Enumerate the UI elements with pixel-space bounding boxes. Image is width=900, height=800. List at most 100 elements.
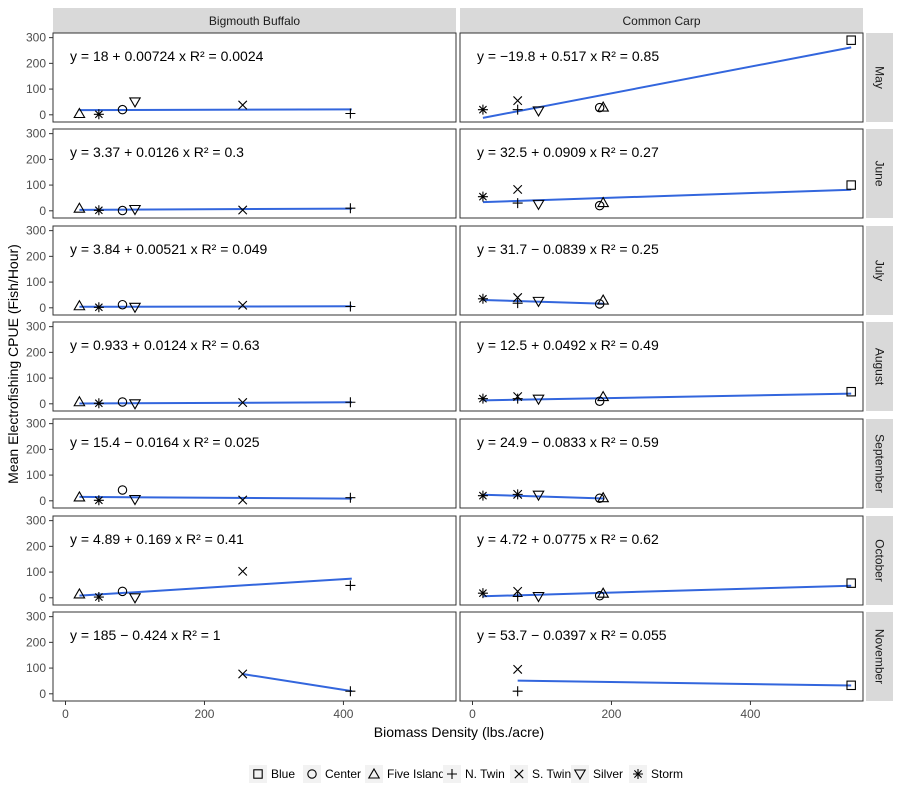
legend-label: Storm: [651, 767, 683, 781]
regression-line: [482, 584, 852, 598]
data-point: [596, 390, 610, 402]
data-point: [345, 108, 356, 119]
row-strip-label: October: [873, 539, 887, 582]
data-point: [594, 102, 605, 113]
data-point: [238, 300, 248, 310]
legend-label: Five Island: [387, 767, 445, 781]
regression-equation: y = 15.4 − 0.0164 x R² = 0.025: [70, 434, 260, 450]
data-point: [73, 107, 86, 119]
regression-line: [242, 673, 352, 693]
legend-key-box: [571, 765, 589, 783]
data-point: [596, 491, 610, 503]
data-point: [345, 301, 356, 312]
x-tick-label: 400: [740, 707, 760, 721]
regression-line: [79, 495, 352, 500]
y-tick-label: 200: [26, 345, 46, 359]
legend-key: [514, 769, 524, 779]
y-tick-label: 300: [26, 514, 46, 528]
data-point: [238, 397, 248, 408]
y-tick-label: 300: [26, 417, 46, 431]
column-strip: [460, 8, 863, 33]
facet-panel: [459, 225, 864, 316]
data-point: [532, 394, 545, 406]
y-tick-label: 200: [26, 635, 46, 649]
legend-label: Blue: [271, 767, 295, 781]
x-tick-label: 0: [62, 707, 69, 721]
facet-content: y = 32.5 + 0.0909 x R² = 0.27: [477, 144, 856, 211]
data-point: [93, 398, 104, 409]
row-strip-label: July: [873, 260, 887, 281]
data-point: [477, 393, 488, 404]
data-point: [93, 205, 104, 216]
data-point: [128, 204, 142, 216]
row-strip: [866, 612, 893, 701]
row-strip-label: November: [873, 629, 887, 684]
y-tick-label: 300: [26, 31, 46, 45]
regression-equation: y = 185 − 0.424 x R² = 1: [70, 627, 221, 643]
data-point: [596, 100, 610, 112]
data-point: [238, 205, 248, 215]
facet-panel: [459, 418, 864, 509]
data-point: [512, 489, 523, 500]
y-tick-label: 0: [39, 204, 46, 218]
y-tick-label: 100: [26, 371, 46, 385]
regression-equation: y = 53.7 − 0.0397 x R² = 0.055: [477, 627, 667, 643]
row-strip-label: September: [873, 434, 887, 493]
data-point: [345, 686, 356, 697]
data-point: [846, 35, 856, 45]
data-point: [117, 104, 128, 115]
data-point: [846, 386, 856, 397]
y-tick-label: 300: [26, 127, 46, 141]
data-point: [128, 97, 142, 109]
regression-line: [482, 493, 605, 500]
data-point: [93, 109, 104, 120]
facet-panel: [459, 611, 864, 702]
y-tick-label: 100: [26, 565, 46, 579]
facet-content: y = 53.7 − 0.0397 x R² = 0.055: [477, 627, 856, 697]
row-strip: [866, 419, 893, 508]
regression-line: [482, 392, 852, 402]
regression-line: [79, 207, 352, 211]
y-tick-label: 0: [39, 301, 46, 315]
facet-panel: [459, 32, 864, 123]
facet-panel: [52, 418, 457, 509]
data-point: [128, 302, 142, 314]
data-point: [532, 591, 545, 603]
y-tick-label: 300: [26, 320, 46, 334]
data-point: [117, 205, 128, 216]
data-point: [513, 96, 523, 106]
facet-panel: [52, 515, 457, 606]
regression-equation: y = 3.37 + 0.0126 x R² = 0.3: [70, 144, 244, 160]
regression-equation: y = 4.72 + 0.0775 x R² = 0.62: [477, 531, 659, 547]
data-point: [128, 494, 142, 506]
data-point: [512, 104, 523, 115]
regression-line: [79, 577, 352, 597]
facet-content: y = −19.8 + 0.517 x R² = 0.85: [477, 35, 856, 119]
y-tick-label: 200: [26, 56, 46, 70]
data-point: [596, 196, 610, 208]
facet-content: y = 15.4 − 0.0164 x R² = 0.025: [70, 434, 356, 506]
data-point: [846, 578, 856, 588]
y-tick-label: 100: [26, 275, 46, 289]
legend-label: Silver: [593, 767, 623, 781]
y-tick-label: 0: [39, 687, 46, 701]
legend-key: [573, 769, 587, 781]
data-point: [512, 686, 523, 697]
facet-panel: [52, 611, 457, 702]
legend-label: S. Twin: [532, 767, 571, 781]
facet-content: y = 24.9 − 0.0833 x R² = 0.59: [477, 434, 659, 503]
y-tick-label: 0: [39, 591, 46, 605]
regression-equation: y = 12.5 + 0.0492 x R² = 0.49: [477, 337, 659, 353]
row-strip: [866, 33, 893, 122]
regression-line: [79, 108, 352, 112]
data-point: [117, 586, 128, 597]
x-tick-label: 200: [601, 707, 621, 721]
facet-content: y = 3.84 + 0.00521 x R² = 0.049: [70, 241, 356, 314]
data-point: [345, 203, 356, 214]
x-tick-label: 0: [469, 707, 476, 721]
y-tick-label: 100: [26, 82, 46, 96]
x-tick-label: 400: [333, 707, 353, 721]
data-point: [532, 199, 545, 211]
data-point: [513, 292, 523, 303]
data-point: [594, 200, 605, 211]
